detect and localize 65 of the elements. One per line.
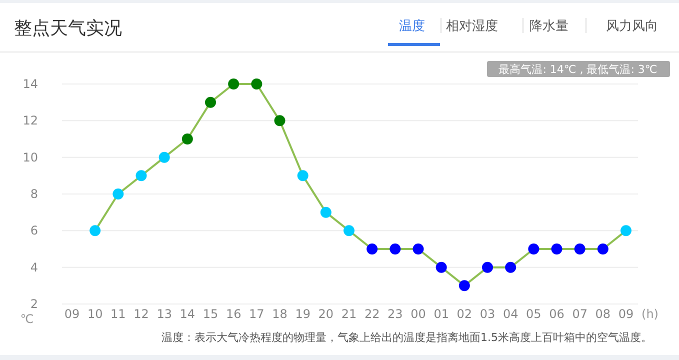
x-tick-label: 13 [156,307,172,321]
x-tick-label: 08 [595,307,611,321]
x-tick-label: 04 [502,307,518,321]
text: 温度 [399,18,425,34]
x-axis-title: (h) [642,307,658,321]
y-tick-label: 4 [30,260,38,274]
x-tick-label: 03 [480,307,496,321]
x-tick-label: 07 [572,307,588,321]
point [320,206,332,218]
point [182,134,193,144]
point [297,170,308,182]
y-tick-label: 12 [22,114,38,128]
x-tick-label: 05 [526,307,542,321]
point [228,78,240,90]
point [412,244,424,254]
point [528,244,540,254]
point [551,244,562,254]
point [112,188,124,200]
point [251,78,262,90]
point [574,244,586,254]
text: 风力风向 [606,19,658,34]
y-axis-title: ℃ [20,312,34,326]
x-tick-label: 09 [618,307,634,321]
point [344,225,354,236]
point [505,262,516,273]
x-tick-label: 06 [549,307,564,321]
x-tick-label: 14 [180,307,196,321]
point [274,115,286,126]
y-tick-label: 2 [30,297,38,311]
point [390,244,401,254]
x-tick-label: 17 [249,307,264,321]
x-tick-label: 20 [318,307,334,321]
x-tick-label: 12 [134,307,149,321]
x-tick-label: 10 [87,307,103,321]
point [136,170,147,182]
y-tick-label: 8 [30,187,38,201]
point [597,244,608,254]
x-tick-label: 19 [295,307,310,321]
x-tick-label: 01 [434,307,449,321]
y-tick-label: 10 [22,150,38,164]
x-tick-label: 21 [341,307,357,321]
x-tick-label: 02 [456,307,472,321]
y-tick-label: 6 [30,224,38,238]
point [158,152,170,163]
text: 最高气温: 14℃ , 最低气温: 3℃ [498,63,658,76]
point [436,262,447,273]
point [482,262,493,273]
x-tick-label: 09 [64,307,80,321]
point [620,225,632,236]
y-tick-label: 14 [22,77,38,91]
x-tick-label: 18 [272,307,288,321]
chart-title: 整点天气实况 [14,18,122,39]
x-tick-label: 22 [364,307,380,321]
point [366,244,378,254]
text: 降水量 [530,19,568,34]
point [90,225,101,236]
x-tick-label: 11 [110,307,126,321]
x-tick-label: 23 [388,307,403,321]
x-tick-label: 00 [410,307,426,321]
point [205,96,216,108]
point [458,280,470,292]
text: 相对湿度 [446,18,498,34]
x-tick-label: 16 [226,307,242,321]
text: 温度：表示大气冷热程度的物理量，气象上给出的温度是指离地面1.5米高度上百叶箱中的空气温度。 [162,331,652,344]
x-tick-label: 15 [202,307,218,321]
